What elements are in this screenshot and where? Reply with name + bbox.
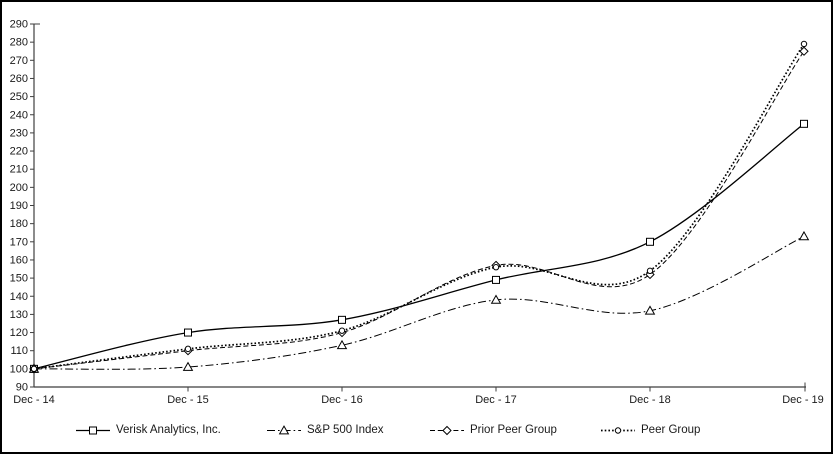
svg-text:140: 140 — [10, 291, 28, 303]
svg-text:Dec - 15: Dec - 15 — [167, 394, 209, 406]
svg-text:200: 200 — [10, 182, 28, 194]
svg-text:210: 210 — [10, 164, 28, 176]
svg-text:170: 170 — [10, 236, 28, 248]
svg-text:290: 290 — [10, 19, 28, 31]
svg-text:270: 270 — [10, 55, 28, 67]
legend-label-sp500: S&P 500 Index — [307, 424, 384, 436]
dashed-line-diamond-marker-icon — [430, 425, 464, 435]
svg-text:190: 190 — [10, 200, 28, 212]
legend-item-prior-peer-group: Prior Peer Group — [430, 423, 557, 437]
svg-text:Dec - 19: Dec - 19 — [782, 394, 824, 406]
legend-label-peer-group: Peer Group — [641, 424, 701, 436]
svg-text:280: 280 — [10, 37, 28, 49]
svg-text:Dec - 18: Dec - 18 — [629, 394, 671, 406]
dash-dot-line-triangle-marker-icon — [267, 424, 301, 434]
legend-item-verisk: Verisk Analytics, Inc. — [76, 423, 221, 437]
svg-text:150: 150 — [10, 273, 28, 285]
legend-label-verisk: Verisk Analytics, Inc. — [116, 424, 221, 436]
svg-text:Dec - 17: Dec - 17 — [475, 394, 517, 406]
svg-text:130: 130 — [10, 309, 28, 321]
svg-text:Dec - 14: Dec - 14 — [13, 394, 55, 406]
svg-text:90: 90 — [16, 382, 28, 394]
svg-text:260: 260 — [10, 73, 28, 85]
legend-item-peer-group: Peer Group — [601, 423, 700, 437]
svg-text:100: 100 — [10, 363, 28, 375]
svg-text:250: 250 — [10, 91, 28, 103]
solid-line-square-marker-icon — [76, 426, 110, 434]
svg-text:230: 230 — [10, 127, 28, 139]
svg-text:110: 110 — [10, 345, 28, 357]
svg-text:180: 180 — [10, 218, 28, 230]
svg-text:220: 220 — [10, 146, 28, 158]
dotted-line-circle-marker-icon — [601, 426, 635, 434]
svg-text:240: 240 — [10, 109, 28, 121]
svg-text:160: 160 — [10, 254, 28, 266]
legend-label-prior-peer-group: Prior Peer Group — [470, 424, 557, 436]
legend-item-sp500: S&P 500 Index — [267, 423, 384, 437]
svg-text:Dec - 16: Dec - 16 — [321, 394, 363, 406]
svg-text:120: 120 — [10, 327, 28, 339]
